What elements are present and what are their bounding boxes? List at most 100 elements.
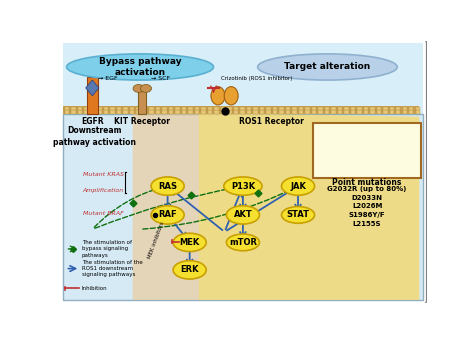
Bar (136, 110, 141, 114)
Bar (344, 110, 348, 114)
Text: S1986Y/F: S1986Y/F (349, 212, 385, 218)
Bar (91, 106, 95, 110)
Bar (104, 106, 108, 110)
Polygon shape (63, 114, 206, 300)
Text: → EGF: → EGF (98, 76, 118, 81)
Bar (266, 106, 271, 110)
Bar (149, 106, 154, 110)
Text: mTOR: mTOR (229, 238, 257, 247)
Bar (325, 106, 329, 110)
Bar (136, 106, 141, 110)
Text: P13K: P13K (231, 182, 255, 191)
Ellipse shape (282, 177, 315, 195)
Bar (311, 110, 316, 114)
Ellipse shape (227, 234, 259, 251)
Ellipse shape (258, 54, 397, 80)
Bar (286, 110, 290, 114)
Text: MEK inhibitors: MEK inhibitors (147, 221, 165, 259)
Bar (370, 106, 374, 110)
Bar (169, 106, 173, 110)
Bar (240, 110, 245, 114)
Bar (63, 44, 423, 114)
Bar (299, 110, 303, 114)
Bar (273, 110, 277, 114)
Bar (351, 110, 355, 114)
Bar (390, 106, 394, 110)
Text: Mutant KRAS: Mutant KRAS (82, 172, 124, 177)
Bar (409, 110, 413, 114)
Bar (182, 110, 186, 114)
Text: JAK: JAK (290, 182, 306, 191)
Text: Point mutations: Point mutations (332, 178, 402, 187)
Bar (377, 106, 381, 110)
Polygon shape (133, 114, 419, 300)
Ellipse shape (173, 261, 206, 279)
Bar (221, 110, 225, 114)
Bar (65, 106, 69, 110)
Ellipse shape (224, 87, 238, 105)
Bar (370, 110, 374, 114)
Bar (71, 106, 76, 110)
Bar (162, 110, 167, 114)
Bar (292, 110, 297, 114)
Bar (117, 106, 121, 110)
Bar (87, 78, 98, 114)
Bar (253, 106, 257, 110)
Text: MEK: MEK (180, 238, 200, 247)
Bar (201, 106, 206, 110)
Bar (188, 110, 192, 114)
Bar (279, 110, 283, 114)
Ellipse shape (227, 206, 259, 224)
Bar (175, 110, 180, 114)
Bar (266, 110, 271, 114)
Bar (383, 110, 388, 114)
Bar (253, 110, 257, 114)
Bar (396, 106, 401, 110)
Bar (286, 106, 290, 110)
Ellipse shape (224, 177, 262, 195)
Bar (78, 110, 82, 114)
Bar (273, 106, 277, 110)
Text: → SCF: → SCF (151, 76, 170, 81)
Text: L2155S: L2155S (353, 221, 382, 227)
Text: D2033N: D2033N (352, 195, 383, 201)
Bar (143, 110, 147, 114)
Bar (416, 110, 420, 114)
Ellipse shape (173, 233, 206, 252)
Bar (156, 110, 160, 114)
Bar (227, 106, 232, 110)
Bar (357, 106, 362, 110)
Ellipse shape (151, 206, 184, 224)
Bar (156, 106, 160, 110)
Bar (246, 110, 251, 114)
Ellipse shape (140, 85, 152, 92)
Bar (104, 110, 108, 114)
Bar (364, 106, 368, 110)
Text: Bypass pathway
activation: Bypass pathway activation (99, 57, 182, 77)
Bar (138, 90, 146, 114)
Bar (63, 114, 423, 300)
Bar (396, 110, 401, 114)
Bar (97, 110, 101, 114)
Text: The stimulation of
bypass signaling
pathways: The stimulation of bypass signaling path… (82, 240, 132, 258)
Bar (402, 106, 407, 110)
Bar (383, 106, 388, 110)
Polygon shape (199, 114, 419, 300)
Bar (292, 106, 297, 110)
Bar (318, 106, 322, 110)
Bar (130, 106, 134, 110)
Bar (84, 110, 89, 114)
Bar (305, 110, 310, 114)
Text: ROS1 Receptor: ROS1 Receptor (239, 117, 304, 126)
Bar (169, 110, 173, 114)
Bar (78, 106, 82, 110)
Text: Inhibition: Inhibition (82, 286, 107, 291)
Bar (364, 110, 368, 114)
Bar (344, 106, 348, 110)
Bar (143, 106, 147, 110)
Bar (84, 106, 89, 110)
Text: EGFR: EGFR (81, 117, 104, 126)
Bar (149, 110, 154, 114)
Bar (299, 106, 303, 110)
Bar (110, 106, 115, 110)
